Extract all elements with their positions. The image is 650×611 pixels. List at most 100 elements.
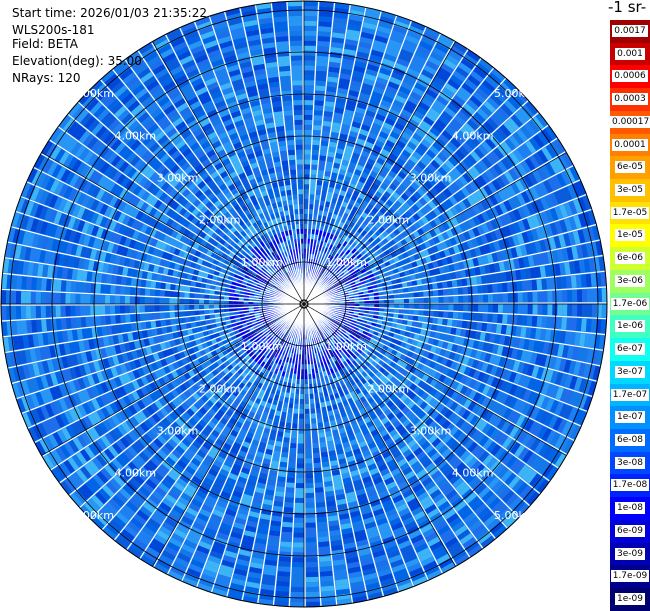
ray-bin bbox=[488, 242, 496, 253]
ray-bin bbox=[494, 229, 503, 240]
ray-bin bbox=[448, 122, 460, 133]
ray-bin bbox=[568, 200, 578, 215]
ray-bin bbox=[481, 156, 493, 169]
ray-bin bbox=[350, 80, 362, 88]
ray-bin bbox=[331, 197, 338, 204]
ray-bin bbox=[438, 133, 450, 144]
ray-bin bbox=[576, 318, 582, 332]
ray-bin bbox=[333, 241, 339, 248]
ray-bin bbox=[315, 194, 321, 201]
ray-bin bbox=[318, 272, 322, 278]
ray-bin bbox=[544, 194, 554, 208]
ray-bin bbox=[531, 116, 544, 130]
ray-bin bbox=[522, 256, 530, 268]
ray-bin bbox=[377, 186, 386, 195]
ray-bin bbox=[571, 182, 582, 197]
ray-bin bbox=[542, 291, 548, 303]
ray-bin bbox=[379, 304, 385, 308]
ray-bin bbox=[368, 132, 378, 140]
ray-bin bbox=[317, 41, 330, 47]
ray-bin bbox=[378, 104, 390, 113]
ray-bin bbox=[469, 267, 476, 277]
ray-bin bbox=[390, 203, 399, 212]
ray-bin bbox=[413, 110, 425, 120]
ray-bin bbox=[362, 167, 371, 175]
ray-bin bbox=[395, 261, 402, 268]
ray-bin bbox=[278, 556, 291, 563]
ray-bin bbox=[350, 4, 365, 12]
ray-bin bbox=[460, 58, 475, 70]
ray-bin bbox=[317, 422, 324, 428]
ray-bin bbox=[430, 80, 444, 91]
ray-bin bbox=[462, 142, 473, 153]
ray-bin bbox=[387, 285, 393, 291]
ray-bin bbox=[403, 104, 415, 114]
ray-bin bbox=[360, 31, 374, 40]
ray-bin bbox=[374, 191, 383, 199]
ray-bin bbox=[326, 260, 332, 266]
ray-bin bbox=[411, 58, 425, 69]
ray-bin bbox=[366, 269, 373, 275]
ray-bin bbox=[304, 238, 307, 244]
ray-bin bbox=[446, 229, 454, 239]
ray-bin bbox=[338, 279, 344, 284]
ray-bin bbox=[337, 262, 343, 268]
ray-bin bbox=[437, 233, 445, 243]
ray-bin bbox=[340, 274, 347, 279]
ray-bin bbox=[531, 214, 540, 227]
ray-bin bbox=[463, 54, 478, 66]
ray-bin bbox=[450, 137, 462, 149]
ray-bin bbox=[567, 304, 573, 317]
ray-bin bbox=[317, 536, 329, 543]
ray-bin bbox=[431, 245, 439, 253]
ray-bin bbox=[376, 30, 390, 39]
ray-bin bbox=[348, 199, 356, 206]
ray-bin bbox=[463, 157, 474, 169]
ray-bin bbox=[392, 126, 403, 136]
ray-bin bbox=[516, 163, 527, 176]
ray-bin bbox=[305, 532, 317, 538]
ray-bin bbox=[319, 279, 324, 284]
ray-bin bbox=[400, 238, 408, 246]
ray-bin bbox=[336, 199, 343, 206]
ray-bin bbox=[503, 260, 511, 271]
ray-bin bbox=[432, 260, 439, 269]
ray-bin bbox=[374, 161, 383, 170]
ray-bin bbox=[446, 209, 455, 219]
ray-bin bbox=[319, 11, 333, 18]
ray-bin bbox=[407, 207, 416, 216]
ray-bin bbox=[391, 191, 400, 200]
ray-bin bbox=[474, 247, 482, 257]
ray-bin bbox=[432, 236, 441, 245]
ray-bin bbox=[409, 194, 419, 204]
ray-bin bbox=[356, 138, 366, 146]
ray-bin bbox=[435, 137, 446, 148]
ray-bin bbox=[364, 233, 371, 240]
ray-bin bbox=[507, 293, 513, 303]
ray-bin bbox=[341, 201, 348, 208]
ray-bin bbox=[482, 313, 488, 322]
ray-bin bbox=[378, 131, 389, 140]
ray-bin bbox=[490, 219, 499, 230]
ray-bin bbox=[490, 93, 503, 106]
ray-bin bbox=[512, 165, 523, 179]
ray-bin bbox=[443, 296, 449, 303]
ray-bin bbox=[434, 99, 446, 110]
ray-bin bbox=[304, 413, 310, 419]
ray-bin bbox=[457, 312, 464, 320]
ray-bin bbox=[367, 175, 376, 183]
ray-bin bbox=[305, 537, 317, 543]
ray-bin bbox=[331, 257, 337, 263]
ray-bin bbox=[404, 189, 413, 198]
ray-bin bbox=[445, 239, 453, 248]
ray-bin bbox=[305, 557, 318, 563]
ray-bin bbox=[315, 224, 321, 231]
ray-bin bbox=[304, 50, 316, 56]
ray-bin bbox=[413, 309, 419, 316]
ray-bin bbox=[553, 235, 562, 249]
ray-bin bbox=[547, 304, 553, 316]
ray-bin bbox=[423, 310, 429, 317]
ray-bin bbox=[420, 97, 433, 108]
ray-bin bbox=[343, 114, 353, 121]
ray-bin bbox=[516, 281, 523, 292]
